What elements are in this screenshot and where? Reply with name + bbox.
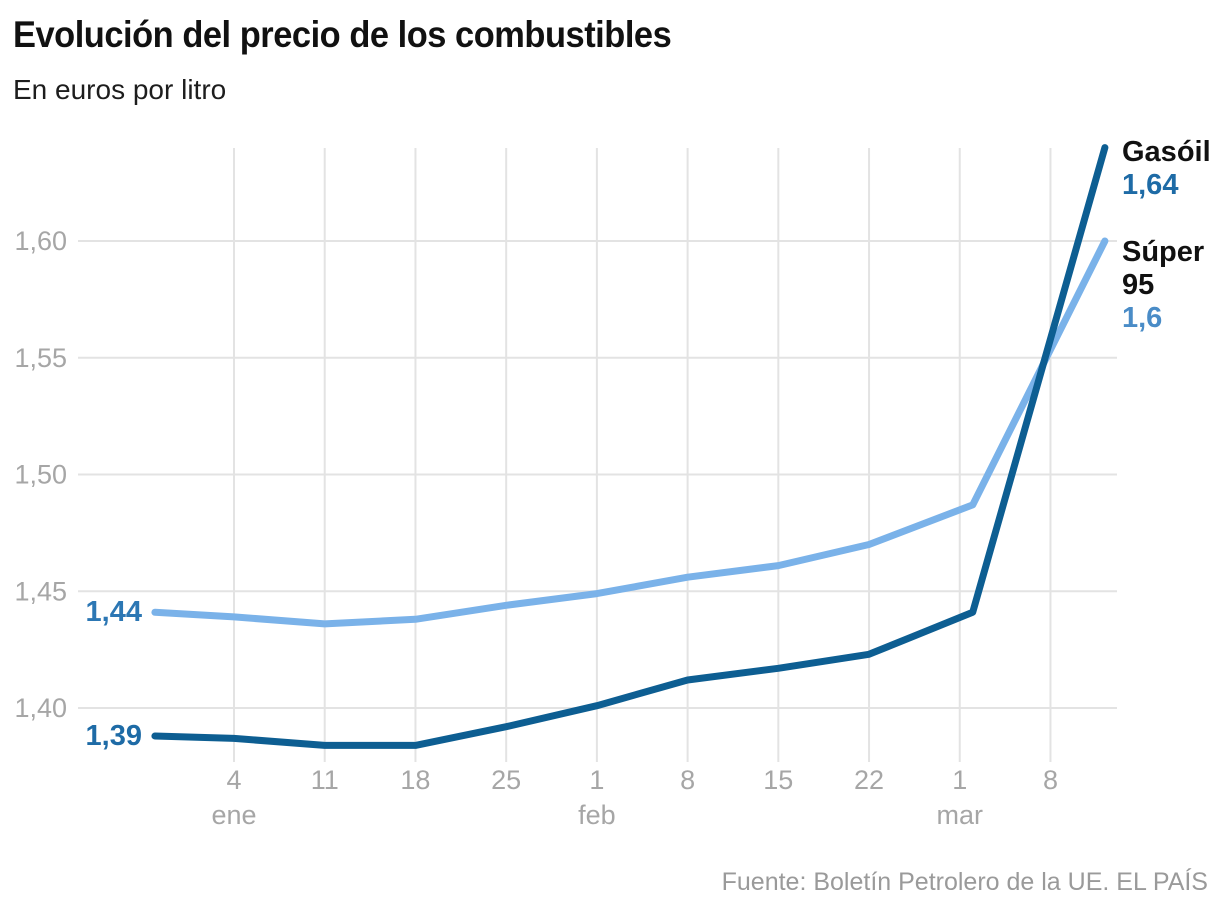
x-tick-label: 15 — [763, 765, 793, 795]
x-tick-label: 25 — [491, 765, 521, 795]
gasoil-series-name: Gasóil — [1122, 136, 1211, 168]
super95-end-value: 1,6 — [1122, 302, 1163, 334]
y-tick-label: 1,45 — [14, 576, 67, 606]
x-tick-label: 8 — [680, 765, 695, 795]
x-month-label: feb — [578, 800, 616, 830]
x-tick-label: 1 — [589, 765, 604, 795]
super95-end-label-block: Súper 95 1,6 — [1122, 236, 1218, 335]
x-tick-label: 1 — [952, 765, 967, 795]
gasoil-line — [151, 144, 1109, 749]
super95-line — [151, 237, 1109, 628]
gasoil-end-label-block: Gasóil 1,64 — [1122, 136, 1218, 202]
x-tick-label: 18 — [400, 765, 430, 795]
x-month-label: ene — [211, 800, 256, 830]
y-tick-label: 1,60 — [14, 226, 67, 256]
x-tick-label: 11 — [311, 765, 339, 795]
x-tick-label: 4 — [226, 765, 241, 795]
y-tick-label: 1,40 — [14, 693, 67, 723]
x-tick-label: 22 — [854, 765, 884, 795]
chart-subtitle: En euros por litro — [13, 74, 227, 105]
super95-series-name: Súper 95 — [1122, 236, 1205, 301]
chart-title: Evolución del precio de los combustibles — [13, 14, 672, 55]
x-month-label: mar — [937, 800, 984, 830]
y-tick-label: 1,55 — [14, 343, 67, 373]
gasoil-end-value: 1,64 — [1122, 169, 1179, 201]
y-tick-label: 1,50 — [14, 460, 67, 490]
source-credit: Fuente: Boletín Petrolero de la UE. EL P… — [721, 868, 1208, 896]
x-tick-label: 8 — [1043, 765, 1058, 795]
gasoil-start-value: 1,39 — [85, 720, 142, 752]
super95-start-value: 1,44 — [85, 596, 142, 628]
